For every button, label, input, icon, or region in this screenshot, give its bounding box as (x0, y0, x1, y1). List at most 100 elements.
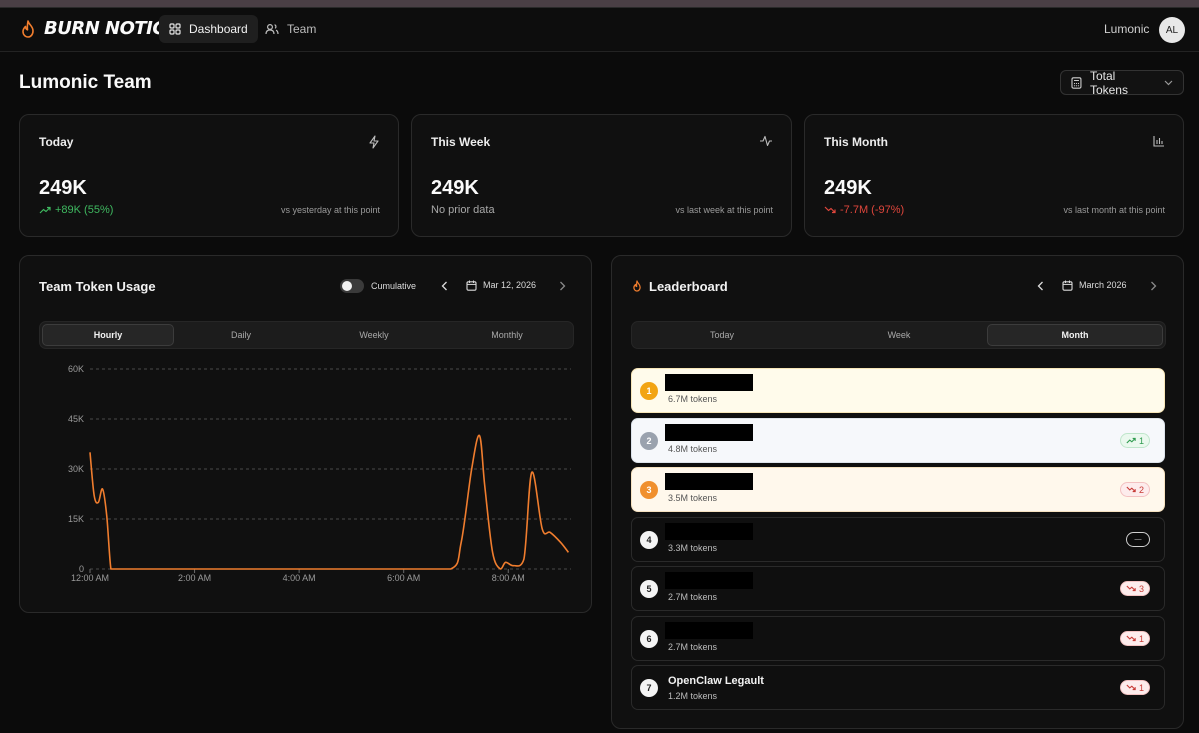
x-tick-label: 2:00 AM (178, 573, 211, 583)
rank-change-badge: 2 (1119, 482, 1150, 497)
x-tick-label: 4:00 AM (283, 573, 316, 583)
usage-range-tabs: Hourly Daily Weekly Monthly (39, 321, 574, 349)
tab-hourly[interactable]: Hourly (42, 324, 174, 346)
tab-team-label: Team (287, 22, 317, 36)
period-picker[interactable]: March 2026 (1062, 278, 1127, 292)
window-top-strip (0, 0, 1199, 8)
metric-select[interactable]: Total Tokens (1060, 68, 1184, 97)
stat-note: vs yesterday at this point (280, 205, 380, 215)
rank-change-value: — (1134, 536, 1142, 543)
x-tick-label: 12:00 AM (71, 573, 109, 583)
leaderboard-row[interactable]: 5 2.7M tokens 3 (631, 566, 1165, 611)
rank-badge: 6 (640, 630, 658, 648)
leaderboard-row[interactable]: 4 3.3M tokens — (631, 517, 1165, 562)
redacted-name (665, 374, 753, 391)
leaderboard-title: Leaderboard (649, 279, 728, 294)
x-tick-label: 6:00 AM (387, 573, 420, 583)
redacted-name (665, 473, 753, 490)
stat-label: Today (39, 135, 74, 149)
chevron-left-icon[interactable] (1037, 281, 1044, 291)
stat-value: 249K (39, 177, 87, 199)
stat-value: 249K (824, 177, 872, 199)
stat-card-month: This Month 249K -7.7M (-97%) vs last mon… (804, 114, 1184, 237)
y-tick-label: 30K (68, 464, 84, 474)
leaderboard-row[interactable]: 3 3.5M tokens 2 (631, 467, 1165, 512)
page-title: Lumonic Team (19, 72, 152, 93)
bolt-icon (369, 135, 379, 149)
stat-delta-text: -7.7M (-97%) (840, 204, 905, 216)
rank-change-badge: 1 (1119, 680, 1150, 695)
redacted-name (665, 523, 753, 540)
usage-title: Team Token Usage (39, 279, 156, 294)
leaderboard-row[interactable]: 6 2.7M tokens 1 (631, 616, 1165, 661)
redacted-name (665, 622, 753, 639)
metric-select-value: Total Tokens (1089, 68, 1128, 97)
leaderboard-row[interactable]: 1 6.7M tokens (631, 368, 1165, 413)
grid-icon (169, 23, 181, 35)
calendar-icon (466, 280, 477, 291)
calendar-icon (1062, 280, 1073, 291)
tab-week[interactable]: Week (887, 330, 911, 340)
y-tick-label: 45K (68, 414, 84, 424)
trending-up-icon (39, 206, 51, 214)
bar-chart-icon (1153, 136, 1164, 147)
rank-badge: 2 (640, 432, 658, 450)
usage-series-line (89, 434, 570, 570)
flame-icon (22, 19, 34, 38)
rank-change-badge: — (1126, 532, 1150, 547)
cumulative-toggle[interactable] (340, 279, 364, 293)
rank-change-value: 1 (1138, 682, 1144, 693)
trending-down-icon (1126, 585, 1136, 592)
date-picker[interactable]: Mar 12, 2026 (466, 278, 536, 292)
rank-badge: 3 (640, 481, 658, 499)
rank-badge: 5 (640, 580, 658, 598)
avatar[interactable]: AL (1159, 17, 1185, 43)
chevron-right-icon[interactable] (559, 281, 566, 291)
usage-panel: Team Token Usage Cumulative Mar 12, 2026… (19, 255, 592, 613)
usage-line-chart: 0 15K 30K 45K 60K 12:00 AM 2:00 AM 4:00 AM 6:00 … (68, 364, 571, 583)
top-nav: BURN NOTICE Dashboard Team Lumonic AL (0, 8, 1199, 52)
stat-label: This Week (431, 135, 491, 149)
date-label: Mar 12, 2026 (483, 280, 537, 290)
rank-change-value: 3 (1138, 583, 1144, 594)
flame-icon (633, 280, 641, 292)
leaderboard-row[interactable]: 7 OpenClaw Legault 1.2M tokens 1 (631, 665, 1165, 710)
calculator-icon (1071, 76, 1082, 89)
chevron-left-icon[interactable] (441, 281, 448, 291)
app-name: BURN NOTICE (44, 18, 177, 39)
token-count: 2.7M tokens (668, 642, 718, 652)
rank-change-value: 1 (1138, 435, 1144, 446)
redacted-name (665, 572, 753, 589)
app-logo[interactable]: BURN NOTICE (20, 18, 177, 39)
stat-value: 249K (431, 177, 479, 199)
token-count: 4.8M tokens (668, 444, 718, 454)
trending-down-icon (1126, 635, 1136, 642)
tab-month[interactable]: Month (987, 324, 1163, 346)
tab-weekly[interactable]: Weekly (359, 330, 389, 340)
leaderboard-range-tabs: Today Week Month (631, 321, 1166, 349)
rank-badge: 7 (640, 679, 658, 697)
period-label: March 2026 (1079, 280, 1127, 290)
rank-change-badge: 3 (1119, 581, 1150, 596)
tab-today[interactable]: Today (709, 330, 735, 340)
tab-team[interactable]: Team (255, 15, 326, 43)
y-tick-label: 15K (68, 514, 84, 524)
tab-daily[interactable]: Daily (230, 330, 251, 340)
rank-change-badge: 1 (1119, 433, 1150, 448)
stat-delta-text: No prior data (431, 204, 495, 216)
stat-delta: -7.7M (-97%) (824, 204, 904, 216)
chevron-down-icon (1164, 80, 1173, 85)
stat-note: vs last month at this point (1063, 205, 1165, 215)
tab-dashboard[interactable]: Dashboard (159, 15, 258, 43)
redacted-name (665, 424, 753, 441)
leaderboard-row[interactable]: 2 4.8M tokens 1 (631, 418, 1165, 463)
chevron-right-icon[interactable] (1150, 281, 1157, 291)
trending-down-icon (1126, 486, 1136, 493)
y-tick-label: 0 (79, 564, 84, 574)
rank-change-value: 1 (1138, 633, 1144, 644)
rank-badge: 4 (640, 531, 658, 549)
user-name[interactable]: Lumonic (1104, 22, 1150, 36)
tab-monthly[interactable]: Monthly (491, 330, 523, 340)
member-name: OpenClaw Legault (668, 675, 764, 687)
rank-change-value: 2 (1138, 484, 1144, 495)
